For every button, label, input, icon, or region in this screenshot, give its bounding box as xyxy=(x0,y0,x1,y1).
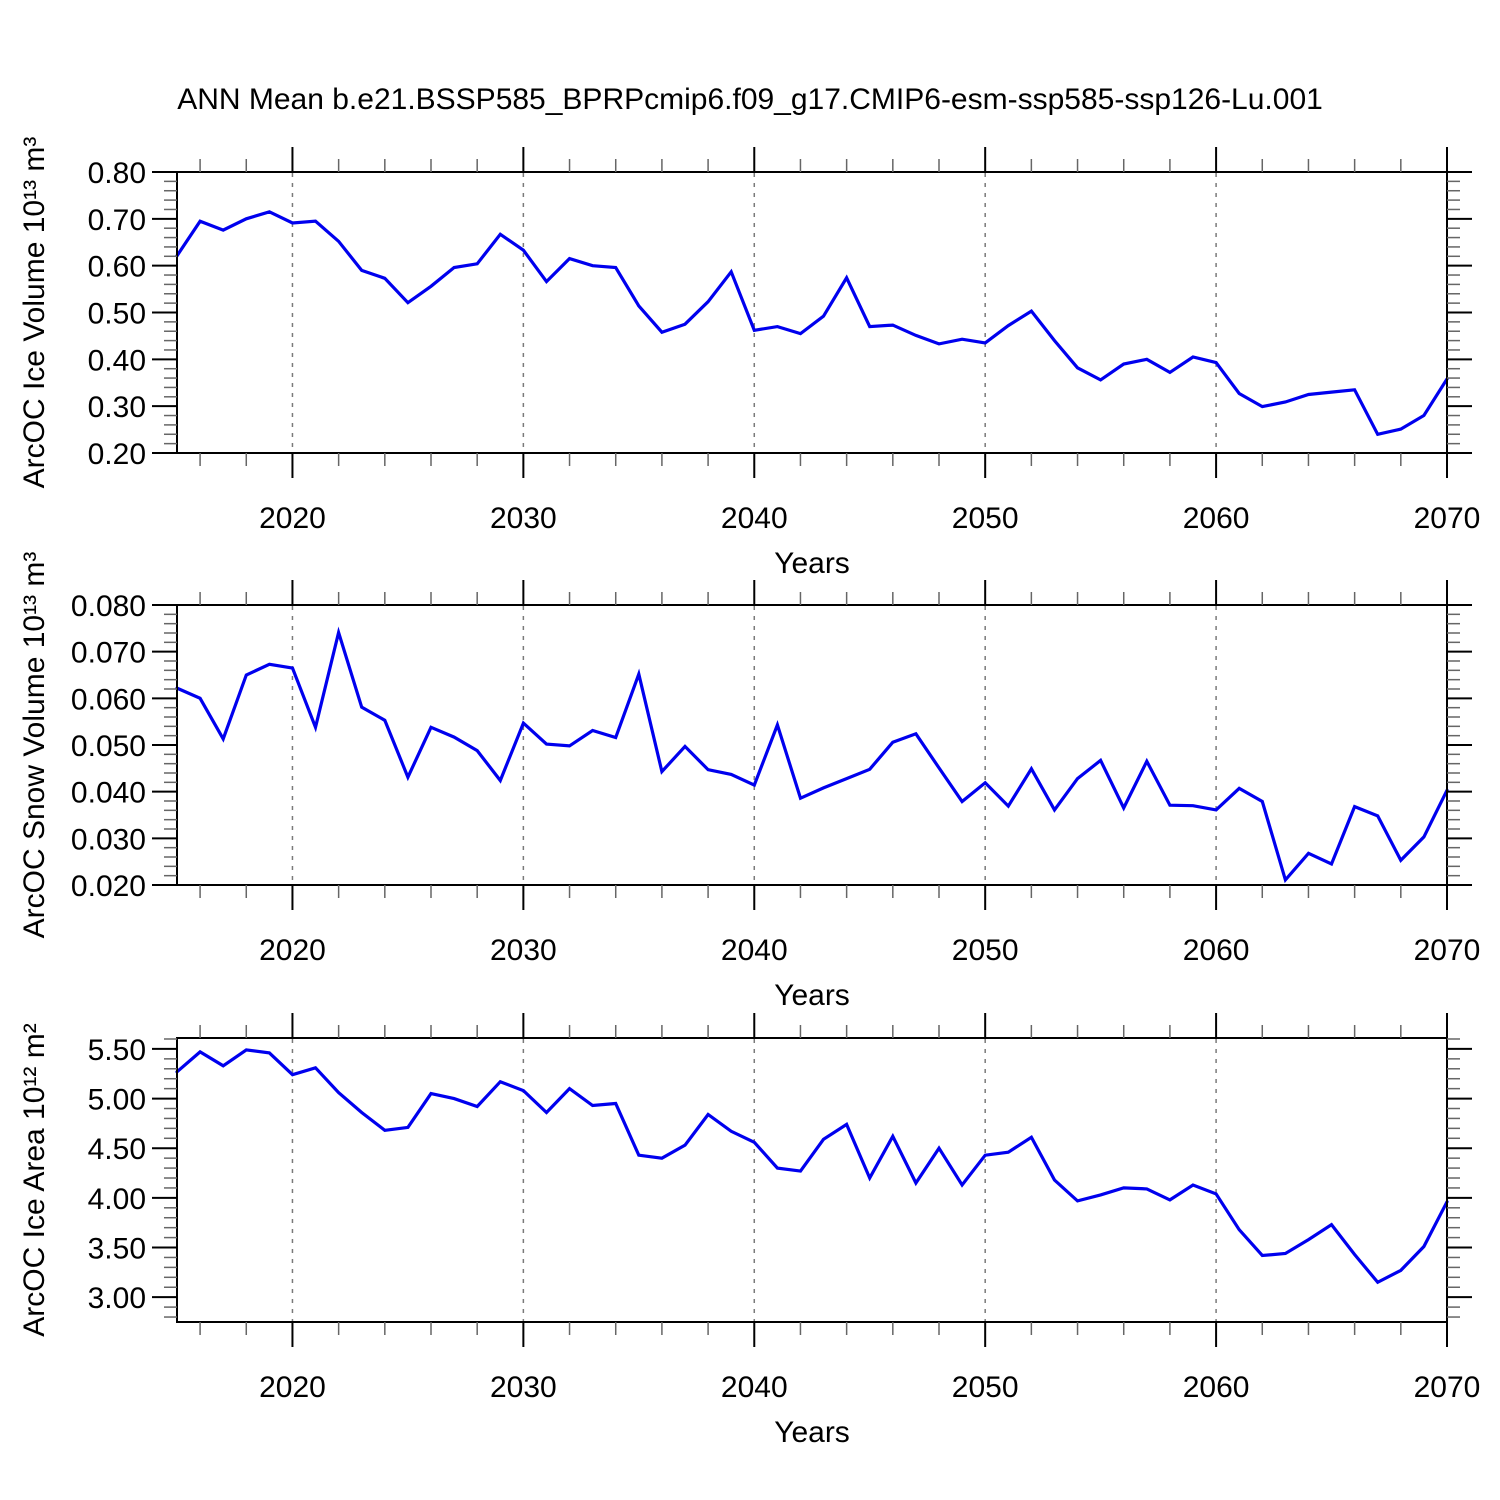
y-axis-title-panel-3: ArcOC Ice Area 10¹² m² xyxy=(18,1023,51,1336)
x-tick-label: 2030 xyxy=(490,1371,557,1404)
y-tick-label: 5.50 xyxy=(88,1034,146,1067)
chart-title: ANN Mean b.e21.BSSP585_BPRPcmip6.f09_g17… xyxy=(177,83,1323,116)
y-tick-label: 3.50 xyxy=(88,1233,146,1266)
x-tick-label: 2070 xyxy=(1414,502,1481,535)
y-tick-label: 0.050 xyxy=(71,730,146,763)
y-tick-label: 0.060 xyxy=(71,683,146,716)
y-tick-label: 0.70 xyxy=(88,204,146,237)
series-line-panel-3 xyxy=(175,1048,1449,1285)
plot-box-panel-3 xyxy=(176,1037,1448,1323)
x-tick-label: 2040 xyxy=(721,1371,788,1404)
y-tick-label: 4.50 xyxy=(88,1133,146,1166)
y-tick-label: 0.20 xyxy=(88,438,146,471)
x-tick-label: 2050 xyxy=(952,934,1019,967)
y-tick-label: 0.080 xyxy=(71,590,146,623)
series-line-panel-1 xyxy=(175,210,1449,437)
x-tick-label: 2070 xyxy=(1414,1371,1481,1404)
x-tick-label: 2020 xyxy=(259,1371,326,1404)
y-tick-label: 0.020 xyxy=(71,870,146,903)
series-line-panel-2 xyxy=(175,626,1449,884)
x-tick-label: 2070 xyxy=(1414,934,1481,967)
x-tick-label: 2060 xyxy=(1183,1371,1250,1404)
y-tick-label: 3.00 xyxy=(88,1282,146,1315)
x-tick-label: 2040 xyxy=(721,934,788,967)
x-tick-label: 2050 xyxy=(952,1371,1019,1404)
y-tick-label: 0.30 xyxy=(88,391,146,424)
y-tick-label: 0.50 xyxy=(88,298,146,331)
y-tick-label: 0.070 xyxy=(71,637,146,670)
y-tick-label: 0.040 xyxy=(71,777,146,810)
x-axis-title-panel-3: Years xyxy=(774,1416,850,1449)
x-tick-label: 2060 xyxy=(1183,934,1250,967)
plot-box-panel-1 xyxy=(176,171,1448,454)
x-tick-label: 2020 xyxy=(259,502,326,535)
plot-box-panel-2 xyxy=(176,604,1448,886)
x-axis-title-panel-2: Years xyxy=(774,979,850,1012)
y-tick-label: 0.60 xyxy=(88,251,146,284)
y-tick-label: 0.030 xyxy=(71,823,146,856)
x-tick-label: 2020 xyxy=(259,934,326,967)
x-axis-title-panel-1: Years xyxy=(774,547,850,580)
y-axis-title-panel-2: ArcOC Snow Volume 10¹³ m³ xyxy=(18,552,51,939)
y-tick-label: 0.80 xyxy=(88,157,146,190)
y-axis-title-panel-1: ArcOC Ice Volume 10¹³ m³ xyxy=(18,137,51,489)
x-tick-label: 2040 xyxy=(721,502,788,535)
x-tick-label: 2060 xyxy=(1183,502,1250,535)
y-tick-label: 4.00 xyxy=(88,1183,146,1216)
y-tick-label: 5.00 xyxy=(88,1084,146,1117)
x-tick-label: 2050 xyxy=(952,502,1019,535)
x-tick-label: 2030 xyxy=(490,934,557,967)
x-tick-label: 2030 xyxy=(490,502,557,535)
y-tick-label: 0.40 xyxy=(88,344,146,377)
